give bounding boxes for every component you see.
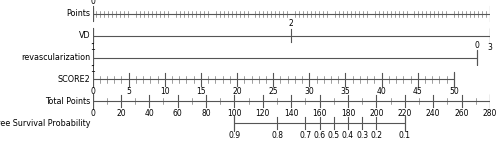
Text: 35: 35 bbox=[340, 87, 350, 96]
Text: SCORE2: SCORE2 bbox=[58, 75, 90, 84]
Text: 0.8: 0.8 bbox=[271, 131, 283, 140]
Text: 0.4: 0.4 bbox=[342, 131, 354, 140]
Text: 1: 1 bbox=[90, 65, 95, 74]
Text: 15: 15 bbox=[196, 87, 205, 96]
Text: 4-year Event-free Survival Probability: 4-year Event-free Survival Probability bbox=[0, 119, 90, 128]
Text: 160: 160 bbox=[312, 109, 327, 118]
Text: 140: 140 bbox=[284, 109, 298, 118]
Text: 0.1: 0.1 bbox=[399, 131, 411, 140]
Text: 0.9: 0.9 bbox=[228, 131, 240, 140]
Text: 0: 0 bbox=[90, 0, 95, 6]
Text: 20: 20 bbox=[232, 87, 242, 96]
Text: 50: 50 bbox=[449, 87, 458, 96]
Text: 5: 5 bbox=[126, 87, 131, 96]
Text: 0.3: 0.3 bbox=[356, 131, 368, 140]
Text: 0.5: 0.5 bbox=[328, 131, 340, 140]
Text: 25: 25 bbox=[268, 87, 278, 96]
Text: 180: 180 bbox=[341, 109, 355, 118]
Text: 1: 1 bbox=[90, 43, 95, 52]
Text: 60: 60 bbox=[173, 109, 182, 118]
Text: 40: 40 bbox=[376, 87, 386, 96]
Text: 220: 220 bbox=[398, 109, 412, 118]
Text: 100: 100 bbox=[227, 109, 242, 118]
Text: 80: 80 bbox=[202, 109, 211, 118]
Text: 0: 0 bbox=[474, 41, 480, 50]
Text: 30: 30 bbox=[304, 87, 314, 96]
Text: 120: 120 bbox=[256, 109, 270, 118]
Text: 0: 0 bbox=[90, 87, 95, 96]
Text: 20: 20 bbox=[116, 109, 126, 118]
Text: 10: 10 bbox=[160, 87, 170, 96]
Text: 0.6: 0.6 bbox=[314, 131, 326, 140]
Text: 260: 260 bbox=[454, 109, 469, 118]
Text: 45: 45 bbox=[413, 87, 422, 96]
Text: revascularization: revascularization bbox=[22, 53, 90, 62]
Text: 200: 200 bbox=[369, 109, 384, 118]
Text: 0.2: 0.2 bbox=[370, 131, 382, 140]
Text: 3: 3 bbox=[488, 43, 492, 52]
Text: Total Points: Total Points bbox=[46, 97, 90, 106]
Text: 280: 280 bbox=[483, 109, 497, 118]
Text: Points: Points bbox=[66, 9, 90, 18]
Text: 40: 40 bbox=[144, 109, 154, 118]
Text: VD: VD bbox=[79, 31, 90, 40]
Text: 2: 2 bbox=[289, 19, 294, 28]
Text: 240: 240 bbox=[426, 109, 440, 118]
Text: 0: 0 bbox=[90, 109, 95, 118]
Text: 0.7: 0.7 bbox=[300, 131, 312, 140]
